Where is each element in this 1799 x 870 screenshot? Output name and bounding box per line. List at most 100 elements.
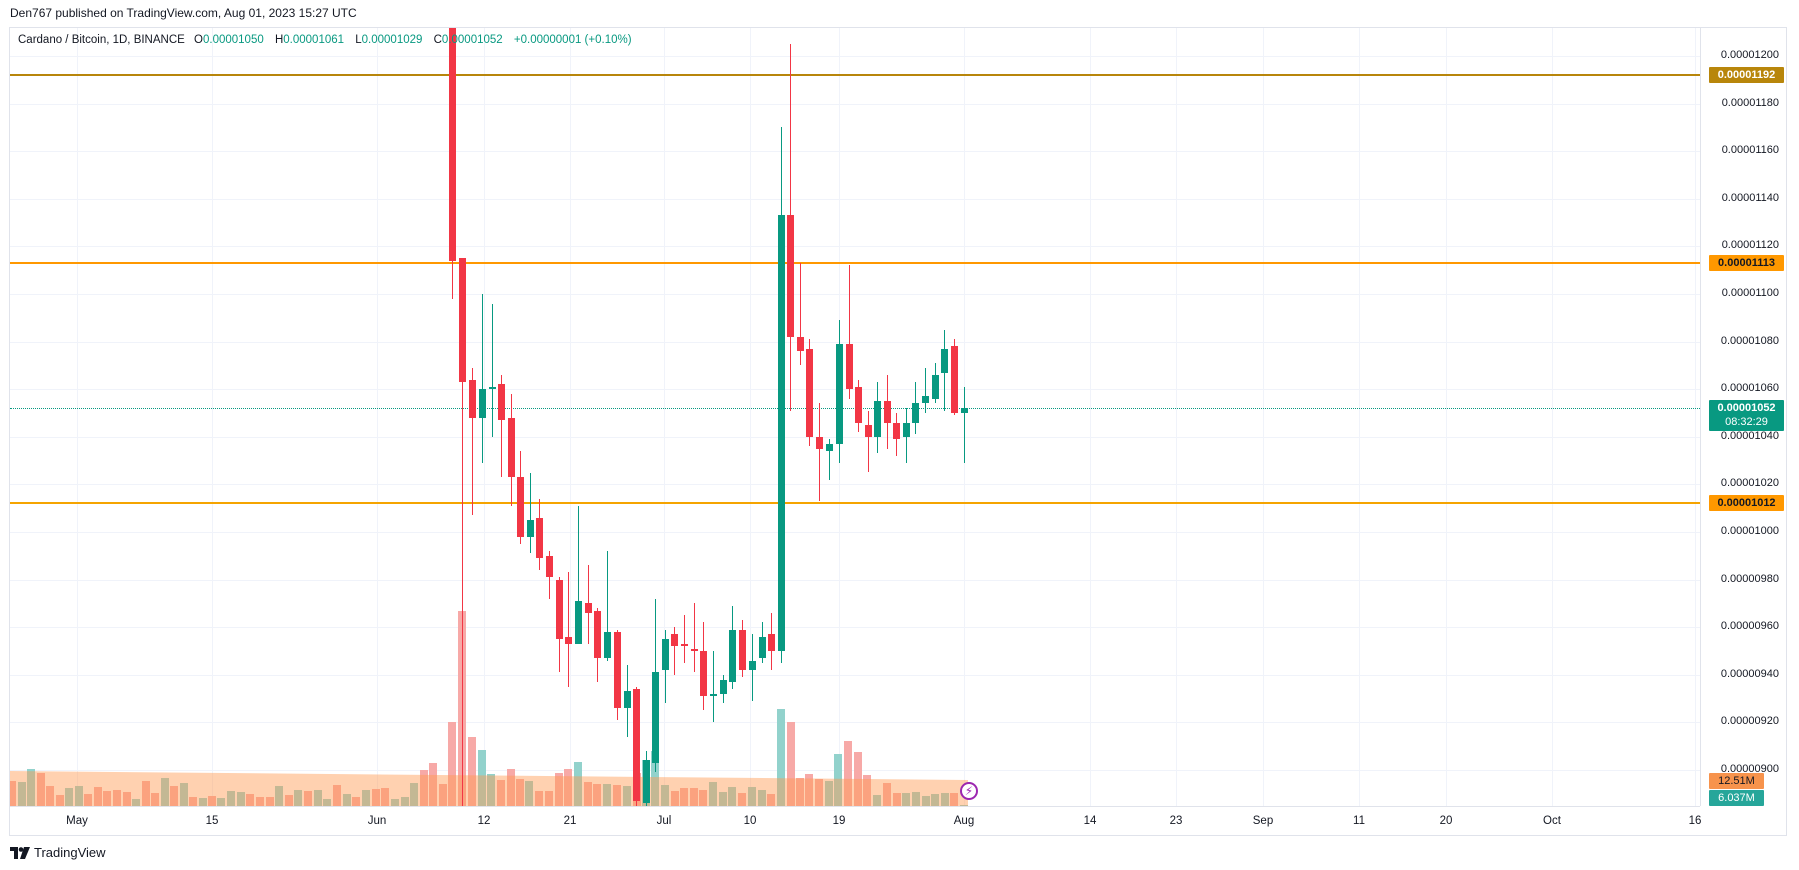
volume-bar-up xyxy=(227,791,235,806)
price-label: 0.00000940 xyxy=(1720,667,1779,680)
horizontal-level-line[interactable] xyxy=(10,262,1700,265)
volume-bar-up xyxy=(623,786,631,806)
candle-up[interactable] xyxy=(652,672,659,763)
time-label: 16 xyxy=(1688,815,1702,827)
candle-down[interactable] xyxy=(884,401,891,423)
volume-bar-down xyxy=(497,779,505,806)
candle-down[interactable] xyxy=(816,436,823,449)
candle-down[interactable] xyxy=(469,379,476,418)
symbol-title[interactable]: Cardano / Bitcoin, 1D, BINANCE xyxy=(18,34,185,46)
candle-down[interactable] xyxy=(739,629,746,671)
candle-down[interactable] xyxy=(556,579,563,640)
candle-down[interactable] xyxy=(546,555,553,578)
tradingview-logo[interactable]: TradingView xyxy=(10,845,106,860)
candle-down[interactable] xyxy=(865,424,872,437)
candle-down[interactable] xyxy=(594,610,601,659)
candle-down[interactable] xyxy=(449,28,456,261)
candle-down[interactable] xyxy=(585,603,592,613)
candle-down[interactable] xyxy=(498,384,505,421)
horizontal-level-line[interactable] xyxy=(10,502,1700,505)
candle-down[interactable] xyxy=(459,258,466,383)
candle-wick xyxy=(713,651,714,723)
volume-bar-up xyxy=(180,783,188,806)
candle-up[interactable] xyxy=(729,629,736,682)
candle-up[interactable] xyxy=(710,693,717,697)
volume-bar-up xyxy=(217,798,225,806)
candle-up[interactable] xyxy=(720,679,727,694)
lightning-event-icon[interactable]: ⚡ xyxy=(960,782,978,800)
candle-up[interactable] xyxy=(941,348,948,373)
candle-up[interactable] xyxy=(836,343,843,444)
level-price-tag: 0.00001113 xyxy=(1709,255,1784,272)
horizontal-level-line[interactable] xyxy=(10,74,1700,77)
volume-bar-down xyxy=(950,793,958,806)
price-scale[interactable]: 0.00001200 0.00001180 0.00001160 0.00001140… xyxy=(1700,28,1787,806)
time-label: Sep xyxy=(1252,815,1274,827)
grid-line-vertical xyxy=(664,28,665,806)
candle-up[interactable] xyxy=(527,520,534,537)
candle-up[interactable] xyxy=(489,386,496,390)
candle-down[interactable] xyxy=(951,346,958,413)
grid-line-vertical xyxy=(77,28,78,806)
volume-bar-up xyxy=(709,782,717,806)
candle-up[interactable] xyxy=(922,396,929,404)
volume-bar-up xyxy=(323,798,331,806)
candle-down[interactable] xyxy=(614,631,621,709)
candle-up[interactable] xyxy=(749,660,756,671)
candle-wick xyxy=(849,265,850,399)
candle-up[interactable] xyxy=(778,215,785,651)
candle-up[interactable] xyxy=(903,422,910,437)
candle-up[interactable] xyxy=(604,631,611,659)
candle-down[interactable] xyxy=(671,634,678,647)
volume-bar-up xyxy=(661,784,669,806)
volume-bar-up xyxy=(922,796,930,806)
volume-bar-up xyxy=(237,792,245,806)
volume-bar-down xyxy=(37,773,45,806)
price-label: 0.00000900 xyxy=(1720,763,1779,775)
candle-up[interactable] xyxy=(912,403,919,423)
grid-line-vertical xyxy=(1446,28,1447,806)
volume-bar-up xyxy=(275,786,283,806)
price-label: 0.00001080 xyxy=(1720,334,1779,347)
candle-down[interactable] xyxy=(797,336,804,352)
candle-down[interactable] xyxy=(855,386,862,423)
candle-wick xyxy=(482,294,483,463)
candle-up[interactable] xyxy=(624,691,631,709)
candle-down[interactable] xyxy=(536,517,543,559)
candle-down[interactable] xyxy=(846,343,853,390)
candle-down[interactable] xyxy=(806,348,813,437)
candle-up[interactable] xyxy=(643,760,650,804)
candle-down[interactable] xyxy=(508,417,515,478)
volume-bar-up xyxy=(651,751,659,806)
grid-line-horizontal xyxy=(10,246,1700,248)
candle-up[interactable] xyxy=(961,408,968,413)
change-value: +0.00000001 (+0.10%) xyxy=(513,34,632,46)
price-label: 0.00001140 xyxy=(1721,191,1779,204)
candle-down[interactable] xyxy=(787,215,794,337)
candle-up[interactable] xyxy=(662,639,669,671)
price-label: 0.00001180 xyxy=(1721,96,1779,109)
candle-down[interactable] xyxy=(633,689,640,801)
candle-down[interactable] xyxy=(681,643,688,647)
candle-down[interactable] xyxy=(768,634,775,651)
candle-down[interactable] xyxy=(565,636,572,644)
candle-up[interactable] xyxy=(479,389,486,418)
candle-up[interactable] xyxy=(932,374,939,399)
candle-down[interactable] xyxy=(691,648,698,651)
close-value: 0.00001052 xyxy=(441,34,503,46)
candle-up[interactable] xyxy=(874,401,881,437)
candle-up[interactable] xyxy=(759,636,766,659)
candle-down[interactable] xyxy=(893,422,900,440)
chart-pane[interactable]: ⚡ xyxy=(10,28,1700,806)
candle-wick xyxy=(868,410,869,473)
candle-up[interactable] xyxy=(826,443,833,452)
volume-bar-up xyxy=(574,762,582,806)
candle-up[interactable] xyxy=(575,601,582,644)
candle-down[interactable] xyxy=(700,651,707,697)
last-price-tag: 0.00001052 08:32:29 xyxy=(1709,400,1784,432)
volume-bar-up xyxy=(27,768,35,806)
volume-bar-down xyxy=(285,794,293,806)
price-label: 0.00001020 xyxy=(1720,477,1779,490)
candle-down[interactable] xyxy=(517,477,524,537)
time-scale[interactable]: May 15 Jun 12 21 Jul 10 19 Aug 14 23 Sep 11 20 Oct 16 xyxy=(10,806,1702,836)
